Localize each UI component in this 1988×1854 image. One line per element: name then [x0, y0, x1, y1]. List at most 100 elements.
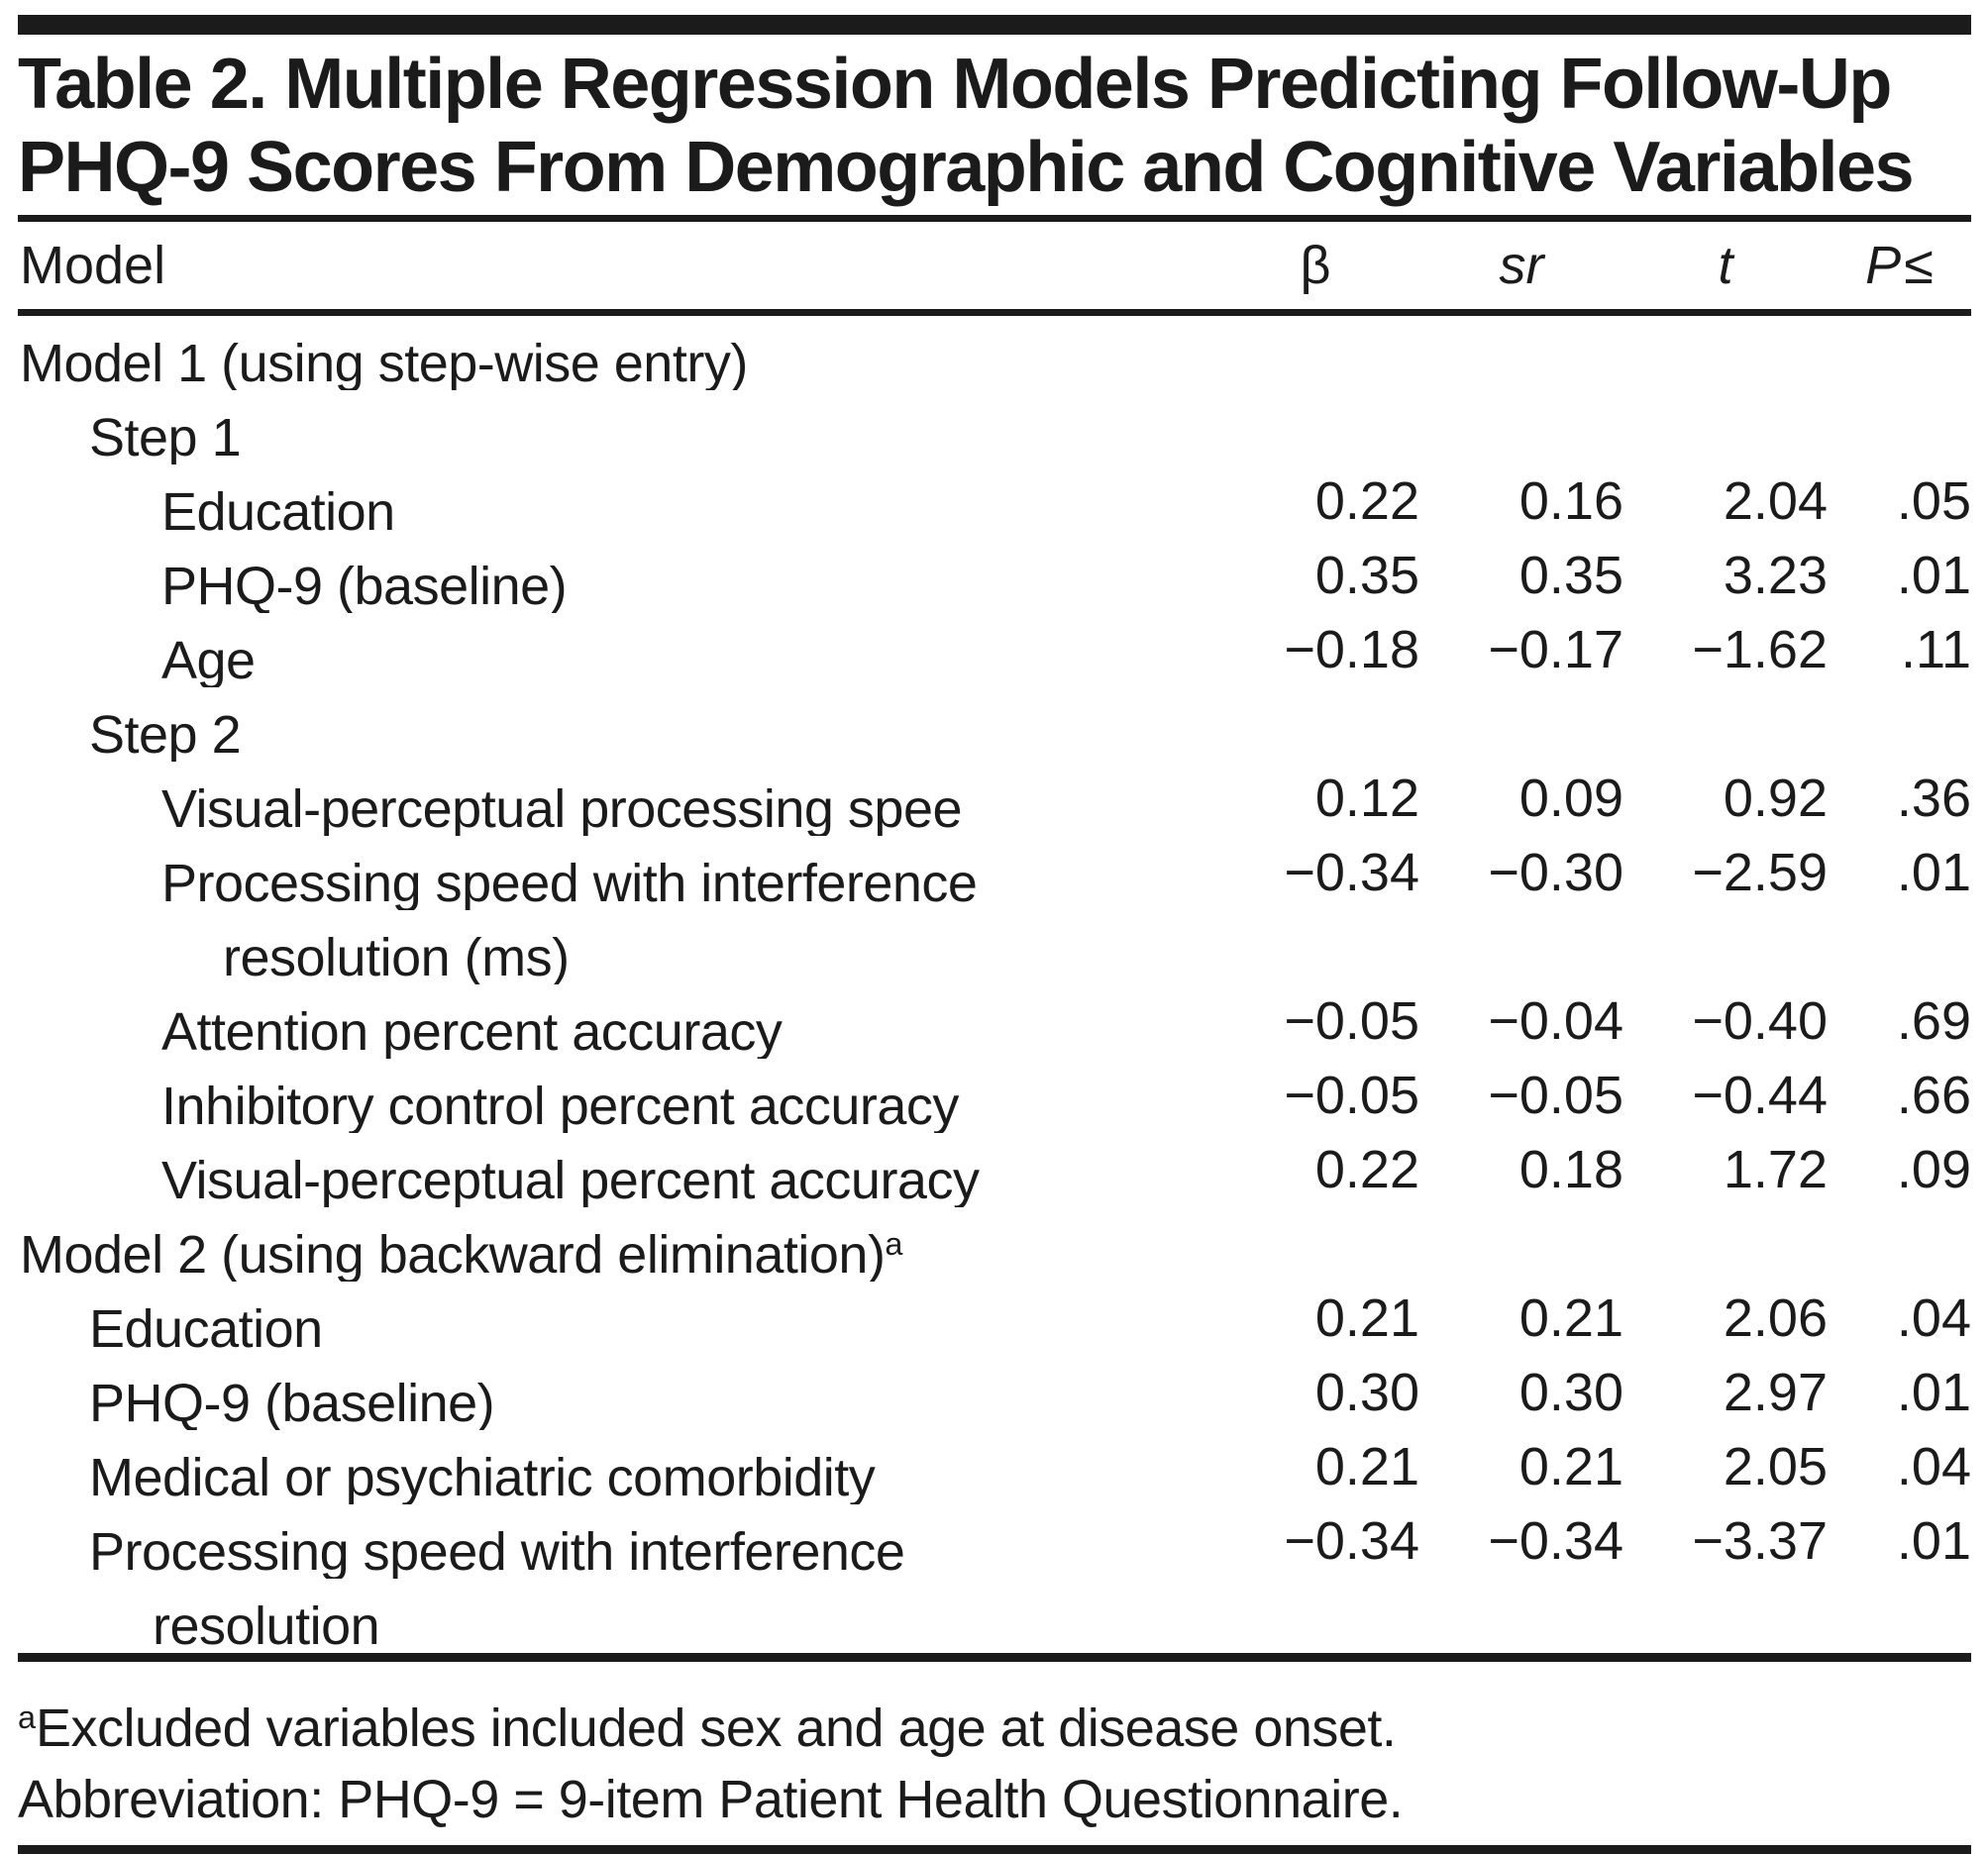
row-label: PHQ-9 (baseline) — [18, 539, 1211, 613]
row-label-text: Model 2 (using backward elimination) — [20, 1224, 886, 1282]
row-label: Attention percent accuracy — [18, 984, 1211, 1059]
cell-t: 2.04 — [1723, 471, 1828, 531]
table-row: PHQ-9 (baseline) 0.35 0.35 3.23 .01 — [18, 539, 1971, 613]
cell-beta: 0.21 — [1314, 1437, 1419, 1496]
cell-p: .04 — [1896, 1288, 1971, 1348]
row-label-text: PHQ-9 (baseline) — [89, 1373, 495, 1430]
cell-t: 2.05 — [1723, 1437, 1828, 1496]
table-header-row: Model β sr t P≤ — [18, 222, 1971, 309]
row-label: Medical or psychiatric comorbidity — [18, 1430, 1211, 1504]
table-row: Medical or psychiatric comorbidity 0.21 … — [18, 1430, 1971, 1504]
cell-sr — [1419, 1207, 1623, 1282]
cell-t: 0.92 — [1723, 769, 1828, 828]
cell-t — [1623, 1579, 1828, 1653]
row-label-text: Processing speed with interference — [161, 853, 978, 910]
cell-beta: −0.18 — [1284, 620, 1419, 679]
table-row: Step 2 — [18, 687, 1971, 762]
row-label-text: Visual-perceptual percent accuracy — [161, 1150, 980, 1207]
cell-sr: −0.30 — [1488, 843, 1623, 902]
row-label-text: PHQ-9 (baseline) — [161, 556, 568, 613]
cell-p — [1828, 316, 1971, 390]
cell-sr: 0.30 — [1518, 1363, 1623, 1422]
table-row: Visual-perceptual processing spee 0.12 0… — [18, 762, 1971, 836]
row-label-text: resolution (ms) — [223, 927, 570, 984]
cell-t — [1623, 316, 1828, 390]
cell-beta: 0.12 — [1314, 769, 1419, 828]
cell-sr: 0.16 — [1518, 471, 1623, 531]
table-title-line1: Table 2. Multiple Regression Models Pred… — [18, 45, 1892, 124]
cell-p — [1828, 910, 1971, 984]
row-label-text: Visual-perceptual processing spee — [161, 778, 963, 836]
row-label: PHQ-9 (baseline) — [18, 1356, 1211, 1430]
cell-beta: −0.34 — [1284, 843, 1419, 902]
cell-sr: 0.21 — [1518, 1437, 1623, 1496]
row-label: Step 2 — [18, 687, 1211, 762]
cell-t — [1623, 687, 1828, 762]
table-title-line2: PHQ-9 Scores From Demographic and Cognit… — [18, 128, 1915, 207]
row-label-text: Step 2 — [89, 704, 242, 762]
column-header-model: Model — [20, 236, 166, 295]
table-row: Education 0.21 0.21 2.06 .04 — [18, 1282, 1971, 1356]
cell-beta: −0.05 — [1284, 1066, 1419, 1125]
cell-t: 2.97 — [1723, 1363, 1828, 1422]
row-label: Model 1 (using step-wise entry) — [18, 316, 1211, 390]
footnote-a-text: Excluded variables included sex and age … — [36, 1698, 1397, 1758]
cell-sr: 0.35 — [1518, 546, 1623, 605]
table-row: Education 0.22 0.16 2.04 .05 — [18, 464, 1971, 539]
page-bottom-rule — [18, 1844, 1971, 1854]
cell-sr: 0.09 — [1518, 769, 1623, 828]
cell-p: .01 — [1896, 843, 1971, 902]
cell-t: −3.37 — [1692, 1511, 1828, 1571]
table-row: Model 1 (using step-wise entry) — [18, 316, 1971, 390]
cell-sr — [1419, 316, 1623, 390]
row-label-text: resolution — [153, 1596, 380, 1653]
cell-t — [1623, 910, 1828, 984]
cell-sr: 0.21 — [1518, 1288, 1623, 1348]
cell-t: 3.23 — [1723, 546, 1828, 605]
table-row: Age −0.18 −0.17 −1.62 .11 — [18, 613, 1971, 687]
row-label: Education — [18, 1282, 1211, 1356]
cell-p: .01 — [1896, 1363, 1971, 1422]
row-label: Processing speed with interference — [18, 836, 1211, 910]
row-label: Visual-perceptual processing spee — [18, 762, 1211, 836]
cell-beta — [1211, 390, 1419, 464]
footnote-abbreviation: Abbreviation: PHQ-9 = 9-item Patient Hea… — [18, 1769, 1404, 1829]
table-row: Model 2 (using backward elimination)a — [18, 1207, 1971, 1282]
row-label-text: Age — [161, 630, 256, 687]
column-header-beta: β — [1300, 236, 1331, 295]
table-title: Table 2. Multiple Regression Models Pred… — [18, 43, 1971, 209]
title-rule — [18, 215, 1971, 222]
footnote-a-marker: a — [18, 1700, 37, 1735]
cell-sr: −0.34 — [1488, 1511, 1623, 1571]
column-header-p-letter: P — [1865, 236, 1902, 295]
cell-p — [1828, 390, 1971, 464]
cell-sr — [1419, 390, 1623, 464]
row-label: Visual-perceptual percent accuracy — [18, 1133, 1211, 1207]
table-bottom-rule — [18, 1653, 1971, 1662]
cell-sr — [1419, 1579, 1623, 1653]
row-label-text: Education — [161, 481, 395, 539]
cell-p: .01 — [1896, 546, 1971, 605]
row-label-text: Step 1 — [89, 407, 242, 464]
cell-sr: 0.18 — [1518, 1140, 1623, 1199]
row-label-text: Medical or psychiatric comorbidity — [89, 1447, 876, 1504]
cell-beta — [1211, 1579, 1419, 1653]
cell-p: .69 — [1896, 991, 1971, 1051]
cell-beta: −0.05 — [1284, 991, 1419, 1051]
top-heavy-rule — [18, 15, 1971, 35]
row-label-text: Education — [89, 1298, 323, 1356]
row-label-text: Inhibitory control percent accuracy — [161, 1076, 959, 1133]
row-label: Age — [18, 613, 1211, 687]
row-label: resolution — [18, 1579, 1211, 1653]
row-label-text: Processing speed with interference — [89, 1521, 905, 1579]
cell-beta — [1211, 1207, 1419, 1282]
table-row: PHQ-9 (baseline) 0.30 0.30 2.97 .01 — [18, 1356, 1971, 1430]
cell-beta: 0.22 — [1314, 471, 1419, 531]
table-row: Visual-perceptual percent accuracy 0.22 … — [18, 1133, 1971, 1207]
cell-t — [1623, 1207, 1828, 1282]
cell-t — [1623, 390, 1828, 464]
row-label: Education — [18, 464, 1211, 539]
cell-sr: −0.17 — [1488, 620, 1623, 679]
table-row: Step 1 — [18, 390, 1971, 464]
row-label: Inhibitory control percent accuracy — [18, 1059, 1211, 1133]
